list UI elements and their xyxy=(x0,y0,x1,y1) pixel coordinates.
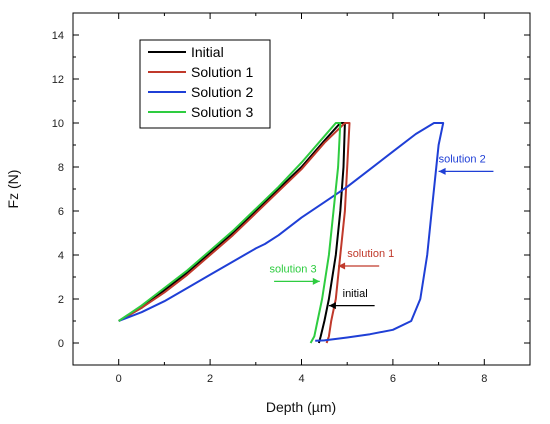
y-tick-label: 4 xyxy=(58,250,64,262)
x-tick-label: 0 xyxy=(116,373,122,385)
y-tick-label: 14 xyxy=(52,30,64,42)
y-axis-title: Fz (N) xyxy=(5,170,21,209)
series-lines xyxy=(118,122,445,344)
x-tick-label: 6 xyxy=(390,373,396,385)
series-line-2 xyxy=(118,122,351,344)
series-line-4 xyxy=(118,122,342,344)
tick-labels: 0 2 4 6 8 0 2 4 6 8 10 12 14 xyxy=(52,30,488,385)
series-line-3 xyxy=(118,122,445,342)
legend-label: Solution 3 xyxy=(191,104,253,120)
y-tick-label: 12 xyxy=(52,74,64,86)
annotation-arrowhead xyxy=(438,167,446,175)
annotation-label: initial xyxy=(343,288,368,300)
legend-box xyxy=(139,39,271,129)
annotation-label: solution 1 xyxy=(347,248,394,260)
annotation-label: solution 2 xyxy=(439,154,486,166)
annotation-arrowhead xyxy=(312,277,320,285)
y-tick-label: 0 xyxy=(58,338,64,350)
annotations: solution 2 solution 1 solution 3 initial xyxy=(270,154,494,310)
legend-label: Initial xyxy=(191,44,224,60)
y-tick-label: 2 xyxy=(58,294,64,306)
x-axis-title: Depth (µm) xyxy=(266,399,336,415)
legend-label: Solution 2 xyxy=(191,84,253,100)
x-tick-label: 8 xyxy=(481,373,487,385)
legend-label: Solution 1 xyxy=(191,64,253,80)
x-tick-label: 2 xyxy=(207,373,213,385)
annotation-arrowhead xyxy=(328,302,336,310)
y-tick-label: 6 xyxy=(58,206,64,218)
annotation-label: solution 3 xyxy=(270,264,317,276)
axis-ticks xyxy=(72,12,531,366)
y-tick-label: 10 xyxy=(52,118,64,130)
annotation-arrowhead xyxy=(338,262,346,270)
y-tick-label: 8 xyxy=(58,162,64,174)
legend: Initial Solution 1 Solution 2 Solution 3 xyxy=(139,39,271,129)
series-line-1 xyxy=(118,122,346,344)
x-tick-label: 4 xyxy=(298,373,304,385)
